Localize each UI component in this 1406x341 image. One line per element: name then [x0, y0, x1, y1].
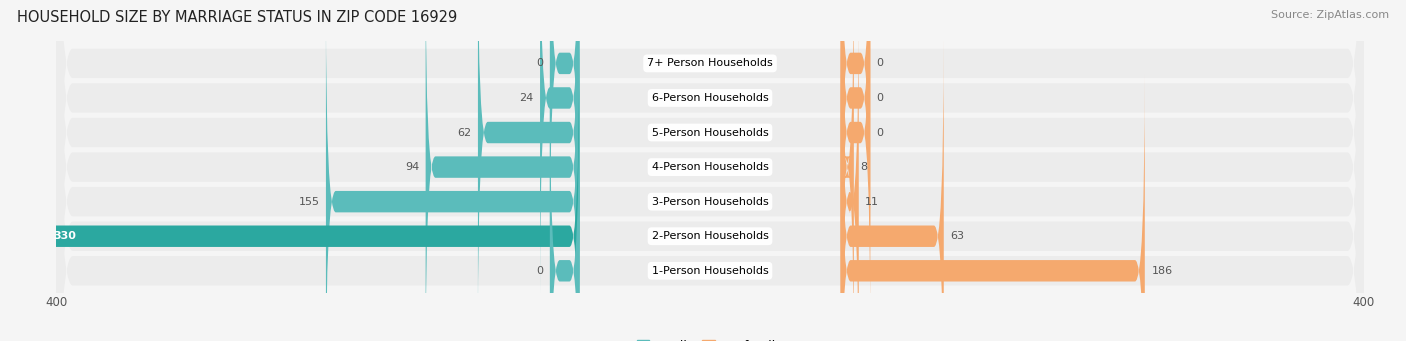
Text: 0: 0 — [877, 128, 884, 137]
Text: 5-Person Households: 5-Person Households — [651, 128, 769, 137]
FancyBboxPatch shape — [56, 0, 1364, 341]
Text: 0: 0 — [877, 58, 884, 69]
Text: 94: 94 — [405, 162, 419, 172]
FancyBboxPatch shape — [56, 0, 1364, 341]
FancyBboxPatch shape — [550, 74, 579, 341]
Text: 1-Person Households: 1-Person Households — [651, 266, 769, 276]
FancyBboxPatch shape — [841, 0, 870, 295]
FancyBboxPatch shape — [550, 0, 579, 260]
Text: 11: 11 — [865, 197, 879, 207]
Text: 3-Person Households: 3-Person Households — [651, 197, 769, 207]
Text: 155: 155 — [298, 197, 319, 207]
Text: 0: 0 — [536, 266, 543, 276]
Text: 0: 0 — [536, 58, 543, 69]
Text: 62: 62 — [457, 128, 471, 137]
FancyBboxPatch shape — [56, 0, 1364, 341]
Text: Source: ZipAtlas.com: Source: ZipAtlas.com — [1271, 10, 1389, 20]
FancyBboxPatch shape — [540, 0, 579, 295]
FancyBboxPatch shape — [326, 5, 579, 341]
Text: HOUSEHOLD SIZE BY MARRIAGE STATUS IN ZIP CODE 16929: HOUSEHOLD SIZE BY MARRIAGE STATUS IN ZIP… — [17, 10, 457, 25]
Legend: Family, Nonfamily: Family, Nonfamily — [631, 335, 789, 341]
Text: 2-Person Households: 2-Person Households — [651, 231, 769, 241]
FancyBboxPatch shape — [841, 0, 870, 329]
FancyBboxPatch shape — [841, 5, 859, 341]
Text: 7+ Person Households: 7+ Person Households — [647, 58, 773, 69]
FancyBboxPatch shape — [426, 0, 579, 341]
Text: 186: 186 — [1152, 266, 1173, 276]
Text: 63: 63 — [950, 231, 965, 241]
FancyBboxPatch shape — [841, 0, 853, 341]
FancyBboxPatch shape — [841, 40, 943, 341]
Text: 0: 0 — [877, 93, 884, 103]
FancyBboxPatch shape — [56, 0, 1364, 341]
FancyBboxPatch shape — [56, 0, 1364, 341]
Text: 330: 330 — [53, 231, 76, 241]
FancyBboxPatch shape — [478, 0, 579, 329]
FancyBboxPatch shape — [39, 40, 579, 341]
FancyBboxPatch shape — [56, 0, 1364, 341]
Text: 24: 24 — [519, 93, 533, 103]
FancyBboxPatch shape — [841, 0, 870, 260]
Text: 8: 8 — [860, 162, 868, 172]
Text: 4-Person Households: 4-Person Households — [651, 162, 769, 172]
Text: 6-Person Households: 6-Person Households — [651, 93, 769, 103]
FancyBboxPatch shape — [56, 0, 1364, 341]
FancyBboxPatch shape — [841, 74, 1144, 341]
